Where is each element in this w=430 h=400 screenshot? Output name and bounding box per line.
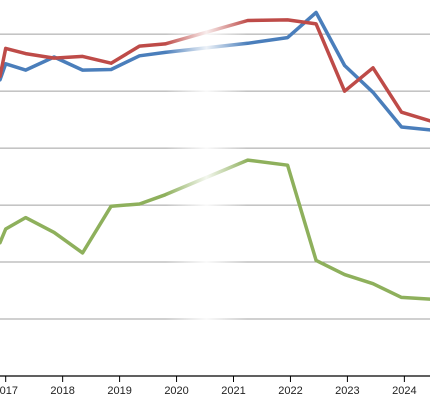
x-tick-label-2019: 2019 [107,385,131,397]
x-tick-label-2017: 2017 [0,385,18,397]
x-tick-label-2023: 2023 [335,385,359,397]
x-axis: 2017 2018 2019 2020 2021 2022 2023 2024 [0,375,430,397]
x-tick-label-2018: 2018 [50,385,74,397]
x-tick-label-2022: 2022 [278,385,302,397]
data-gap-fade [165,0,248,376]
x-tick-label-2020: 2020 [164,385,188,397]
x-tick-label-2024: 2024 [392,385,416,397]
x-tick-label-2021: 2021 [221,385,245,397]
